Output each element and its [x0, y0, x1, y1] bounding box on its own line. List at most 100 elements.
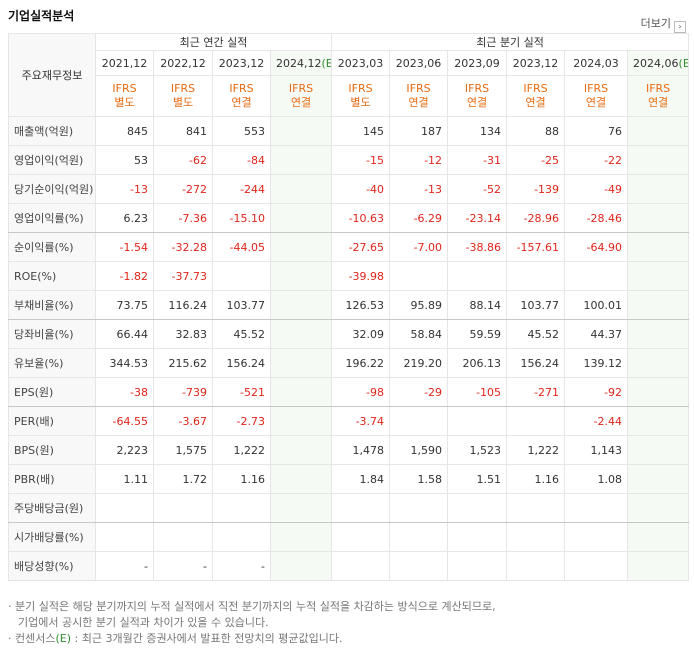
data-row: 당좌비율(%) 66.44 32.83 45.52 32.09 58.84 59.59 45.… [8, 319, 690, 349]
value-cell: -3.74 [331, 406, 391, 436]
value-cell: -98 [331, 377, 391, 407]
empty-cell [269, 261, 333, 291]
empty-cell [269, 319, 333, 349]
standard-header: IFRS 연결 [212, 75, 271, 117]
period-header: 2023,12 [506, 50, 566, 76]
value-cell: -13 [389, 174, 449, 204]
standard-header: IFRS 별도 [95, 75, 154, 117]
value-cell: 126.53 [331, 290, 391, 320]
empty-cell [564, 261, 629, 291]
empty-cell [269, 493, 333, 523]
value-cell: 139.12 [564, 348, 629, 378]
period-date: 2024,12 [276, 56, 322, 70]
value-cell: -28.46 [564, 203, 629, 233]
value-cell: -1.82 [95, 261, 154, 291]
note: · 분기 실적은 해당 분기까지의 누적 실적에서 직전 분기까지의 누적 실적… [8, 599, 496, 615]
period-header: 2024,06(E) [627, 50, 690, 76]
value-cell: 134 [447, 116, 508, 146]
more-icon[interactable]: › [674, 21, 686, 33]
standard-header: IFRS 별도 [153, 75, 213, 117]
value-cell: -22 [564, 145, 629, 175]
value-cell: -272 [153, 174, 213, 204]
period-header: 2022,12 [153, 50, 213, 76]
row-label: EPS(원) [8, 377, 96, 407]
value-cell: 116.24 [153, 290, 213, 320]
data-row: 유보율(%) 344.53 215.62 156.24 196.22 219.20 206.… [8, 348, 690, 378]
empty-cell [564, 493, 629, 523]
period-date: 2023,06 [395, 56, 442, 70]
empty-cell [627, 145, 690, 175]
standard: IFRS [645, 82, 671, 95]
value-cell: 1.08 [564, 464, 629, 494]
value-cell: 6.23 [95, 203, 154, 233]
value-cell: - [212, 551, 271, 581]
data-row: 배당성향(%) - - - [8, 551, 690, 581]
note-bullet: · [8, 632, 12, 645]
empty-cell [506, 551, 566, 581]
more-text[interactable]: 더보기 [640, 17, 671, 30]
value-cell: 1,143 [564, 435, 629, 465]
value-cell: -13 [95, 174, 154, 204]
empty-cell [447, 522, 508, 552]
period-date: 2021,12 [101, 56, 148, 70]
value-cell: -271 [506, 377, 566, 407]
value-cell: -39.98 [331, 261, 391, 291]
row-label: 주당배당금(원) [8, 493, 96, 523]
data-row: 당기순이익(억원) -13 -272 -244 -40 -13 -52 -139 -49 [8, 174, 690, 204]
empty-cell [331, 522, 391, 552]
empty-cell [389, 493, 449, 523]
row-label: 유보율(%) [8, 348, 96, 378]
data-row: 주당배당금(원) [8, 493, 690, 523]
empty-cell [564, 522, 629, 552]
empty-cell [627, 435, 690, 465]
standard: IFRS [523, 82, 548, 95]
row-label: PBR(배) [8, 464, 96, 494]
value-cell: 1,523 [447, 435, 508, 465]
standard-header: IFRS 연결 [447, 75, 508, 117]
value-cell: - [153, 551, 213, 581]
basis: 별도 [114, 96, 135, 109]
value-cell: -40 [331, 174, 391, 204]
empty-cell [269, 232, 333, 262]
empty-cell [95, 493, 154, 523]
period-header: 2023,06 [389, 50, 449, 76]
empty-cell [153, 493, 213, 523]
value-cell: -44.05 [212, 232, 271, 262]
more-link[interactable]: 더보기 › [641, 15, 686, 33]
standard-header: IFRS 연결 [506, 75, 566, 117]
value-cell: -3.67 [153, 406, 213, 436]
data-row: BPS(원) 2,223 1,575 1,222 1,478 1,590 1,523 1,22… [8, 435, 690, 465]
row-label: 당좌비율(%) [8, 319, 96, 349]
value-cell: 103.77 [506, 290, 566, 320]
value-cell: -37.73 [153, 261, 213, 291]
standard: IFRS [170, 82, 196, 95]
empty-cell [269, 522, 333, 552]
period-date: 2023,03 [337, 56, 384, 70]
value-cell: 1,478 [331, 435, 391, 465]
empty-cell [269, 464, 333, 494]
value-cell: 1.58 [389, 464, 449, 494]
empty-cell [506, 522, 566, 552]
period-header: 2021,12 [95, 50, 154, 76]
value-cell: -739 [153, 377, 213, 407]
empty-cell [627, 348, 690, 378]
value-cell: -12 [389, 145, 449, 175]
basis: 연결 [585, 96, 607, 109]
value-cell: 59.59 [447, 319, 508, 349]
row-label: 당기순이익(억원) [8, 174, 96, 204]
value-cell: -521 [212, 377, 271, 407]
empty-cell [212, 522, 271, 552]
section-title: 기업실적분석 [8, 9, 75, 23]
empty-cell [389, 522, 449, 552]
value-cell: -1.54 [95, 232, 154, 262]
data-row: PBR(배) 1.11 1.72 1.16 1.84 1.58 1.51 1.16 1.08 [8, 464, 690, 494]
period-date: 2023,09 [454, 56, 500, 70]
empty-cell [627, 493, 690, 523]
note-text: 분기 실적은 해당 분기까지의 누적 실적에서 직전 분기까지의 누적 실적을 … [15, 600, 496, 613]
basis: 연결 [647, 96, 669, 109]
standard-header: IFRS 별도 [331, 75, 391, 117]
group-header: 최근 분기 실적 [331, 33, 690, 51]
basis: 별도 [172, 96, 194, 109]
standard-header: IFRS 연결 [627, 75, 690, 117]
basis: 연결 [408, 96, 429, 109]
